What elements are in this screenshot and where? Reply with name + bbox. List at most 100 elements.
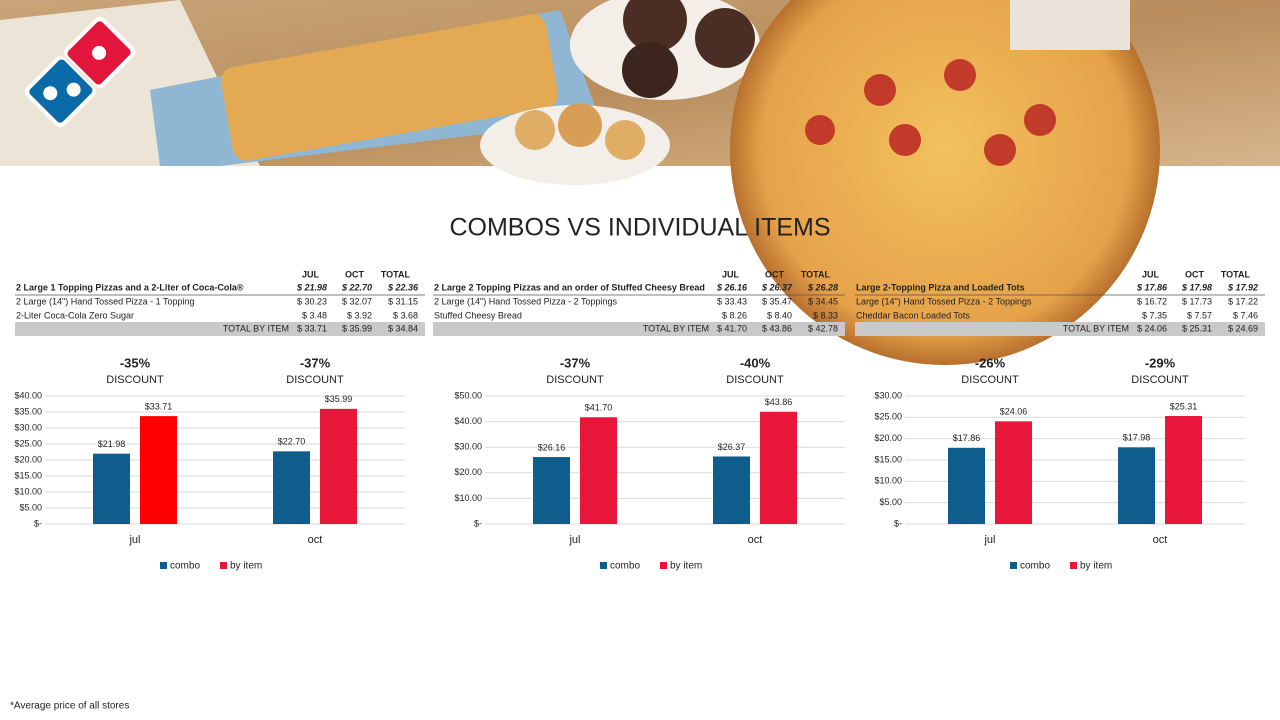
y-tick-label: $10.00: [454, 493, 482, 503]
bar: [320, 408, 357, 524]
data-label: $41.70: [585, 403, 613, 413]
item-price: $ 32.07: [342, 296, 372, 306]
item-price: $ 35.47: [762, 296, 792, 306]
y-tick-label: $-: [894, 518, 902, 528]
combo-price: $ 22.36: [387, 282, 419, 292]
discount-value: -35%: [120, 355, 151, 370]
item-price: $ 33.43: [717, 296, 747, 306]
data-label: $33.71: [145, 402, 173, 412]
column-header: JUL: [302, 269, 320, 279]
y-tick-label: $15.00: [14, 470, 42, 480]
discount-label: DISCOUNT: [286, 374, 344, 386]
total-label: TOTAL BY ITEM: [223, 323, 289, 333]
column-header: OCT: [765, 269, 785, 279]
legend-swatch: [660, 562, 667, 569]
x-tick-label: jul: [983, 534, 995, 546]
x-tick-label: jul: [128, 534, 140, 546]
bar: [533, 457, 570, 524]
combo-price: $ 17.98: [1181, 282, 1212, 292]
y-tick-label: $30.00: [454, 442, 482, 452]
total-row-bg: [15, 322, 425, 336]
combo-name: 2 Large 1 Topping Pizzas and a 2-Liter o…: [16, 282, 244, 292]
bar: [713, 456, 750, 524]
data-label: $25.31: [1170, 401, 1198, 411]
total-price: $ 35.99: [342, 323, 372, 333]
total-price: $ 43.86: [762, 323, 792, 333]
combo-price: $ 17.92: [1227, 282, 1258, 292]
bar: [580, 417, 617, 524]
bar: [273, 451, 310, 524]
item-price: $ 17.73: [1182, 296, 1212, 306]
discount-value: -40%: [740, 355, 771, 370]
data-label: $21.98: [98, 439, 126, 449]
data-label: $35.99: [325, 394, 353, 404]
discount-label: DISCOUNT: [106, 374, 164, 386]
data-label: $17.98: [1123, 433, 1151, 443]
discount-label: DISCOUNT: [546, 374, 604, 386]
x-tick-label: oct: [748, 534, 763, 546]
item-price: $ 7.57: [1187, 310, 1212, 320]
total-price: $ 42.78: [808, 323, 838, 333]
total-price: $ 33.71: [297, 323, 327, 333]
total-price: $ 34.84: [388, 323, 418, 333]
y-tick-label: $5.00: [879, 497, 902, 507]
y-tick-label: $10.00: [14, 486, 42, 496]
combo-name: 2 Large 2 Topping Pizzas and an order of…: [434, 282, 705, 292]
column-header: JUL: [722, 269, 740, 279]
data-label: $43.86: [765, 397, 793, 407]
discount-value: -37%: [560, 355, 591, 370]
legend-swatch: [1010, 562, 1017, 569]
legend-label: by item: [230, 561, 262, 572]
y-tick-label: $30.00: [874, 390, 902, 400]
item-price: $ 7.46: [1233, 310, 1258, 320]
legend-label: by item: [670, 561, 702, 572]
slide-title: COMBOS VS INDIVIDUAL ITEMS: [449, 214, 830, 242]
y-tick-label: $20.00: [874, 433, 902, 443]
item-name: 2 Large (14") Hand Tossed Pizza - 1 Topp…: [16, 296, 194, 306]
bar: [93, 453, 130, 524]
item-price: $ 16.72: [1137, 296, 1167, 306]
combo-name: Large 2-Topping Pizza and Loaded Tots: [856, 282, 1025, 292]
total-price: $ 25.31: [1182, 323, 1212, 333]
item-price: $ 17.22: [1228, 296, 1258, 306]
bar: [995, 421, 1032, 524]
item-name: 2-Liter Coca-Cola Zero Sugar: [16, 310, 134, 320]
item-price: $ 34.45: [808, 296, 838, 306]
bar: [1165, 416, 1202, 524]
bar: [760, 411, 797, 524]
column-header: OCT: [1185, 269, 1205, 279]
total-row-bg: [433, 322, 845, 336]
y-tick-label: $-: [474, 518, 482, 528]
item-price: $ 31.15: [388, 296, 418, 306]
total-label: TOTAL BY ITEM: [643, 323, 709, 333]
y-tick-label: $25.00: [874, 412, 902, 422]
item-name: 2 Large (14") Hand Tossed Pizza - 2 Topp…: [434, 296, 617, 306]
combo-price: $ 26.28: [807, 282, 838, 292]
legend-label: combo: [610, 561, 640, 572]
discount-label: DISCOUNT: [726, 374, 784, 386]
y-tick-label: $40.00: [14, 390, 42, 400]
legend-swatch: [600, 562, 607, 569]
data-label: $24.06: [1000, 407, 1028, 417]
bar: [1118, 447, 1155, 524]
y-tick-label: $30.00: [14, 422, 42, 432]
y-tick-label: $-: [34, 518, 42, 528]
discount-value: -37%: [300, 355, 331, 370]
legend-label: combo: [1020, 561, 1050, 572]
item-price: $ 30.23: [297, 296, 327, 306]
data-label: $26.37: [718, 442, 746, 452]
total-price: $ 24.06: [1137, 323, 1167, 333]
y-tick-label: $25.00: [14, 438, 42, 448]
total-price: $ 41.70: [717, 323, 747, 333]
bar: [948, 447, 985, 524]
item-price: $ 3.48: [302, 310, 327, 320]
item-price: $ 8.26: [722, 310, 747, 320]
y-tick-label: $20.00: [454, 467, 482, 477]
y-tick-label: $10.00: [874, 476, 902, 486]
discount-value: -26%: [975, 355, 1006, 370]
y-tick-label: $20.00: [14, 454, 42, 464]
combo-price: $ 17.86: [1136, 282, 1168, 292]
legend-swatch: [220, 562, 227, 569]
item-price: $ 8.33: [813, 310, 838, 320]
